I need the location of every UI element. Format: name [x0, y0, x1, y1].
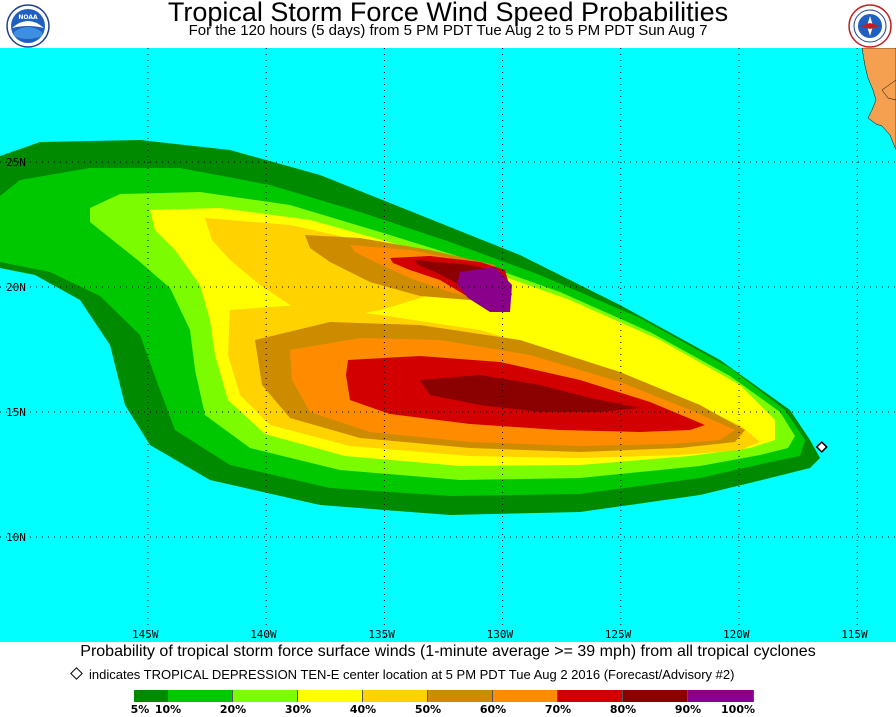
longitude-tick-label: 130W: [487, 628, 514, 641]
land-mainland-mexico: [881, 79, 896, 101]
legend-label: 30%: [284, 703, 312, 716]
storm-center-diamond: [815, 440, 828, 454]
legend-swatch: [233, 690, 298, 702]
longitude-tick-label: 120W: [723, 628, 750, 641]
probability-contour-80pct: [420, 375, 640, 412]
nws-logo-icon: [848, 4, 892, 48]
longitude-tick-label: 125W: [605, 628, 632, 641]
legend-label: 70%: [544, 703, 572, 716]
legend-swatch: [168, 690, 233, 702]
legend-label: 90%: [674, 703, 702, 716]
legend-label: 40%: [349, 703, 377, 716]
latitude-tick-label: 20N: [6, 281, 26, 294]
center-caption: indicates TROPICAL DEPRESSION TEN-E cent…: [89, 667, 735, 682]
storm-center-marker: [815, 440, 828, 454]
legend-swatch: [363, 690, 428, 702]
svg-text:NOAA: NOAA: [18, 14, 38, 21]
latitude-tick-label: 15N: [6, 406, 26, 419]
legend-label: 80%: [609, 703, 637, 716]
legend-label: 50%: [414, 703, 442, 716]
longitude-tick-label: 140W: [250, 628, 277, 641]
probability-contour-90pct: [457, 267, 512, 312]
legend-swatch: [558, 690, 623, 702]
center-caption-row: indicates TROPICAL DEPRESSION TEN-E cent…: [70, 667, 734, 683]
storm-center-diamond-icon: [70, 667, 83, 680]
legend-label: 100%: [721, 703, 755, 716]
axis-tick-labels: 145W 140W 135W 130W 125W 120W 115W 25N 20N 15N 10N: [6, 156, 868, 641]
probability-legend: [134, 690, 754, 702]
legend-swatch: [428, 690, 493, 702]
legend-label: 60%: [479, 703, 507, 716]
page-title: Tropical Storm Force Wind Speed Probabil…: [167, 0, 729, 27]
legend-swatch: [134, 690, 168, 702]
legend-label: 20%: [219, 703, 247, 716]
probability-map: 145W 140W 135W 130W 125W 120W 115W 25N 20N 15N 10N: [0, 48, 896, 642]
latitude-tick-label: 10N: [6, 531, 26, 544]
probability-contours: [0, 140, 820, 515]
legend-label: 5%: [130, 703, 150, 716]
legend-swatch: [493, 690, 558, 702]
page-subtitle: For the 120 hours (5 days) from 5 PM PDT…: [188, 22, 708, 39]
longitude-tick-label: 135W: [368, 628, 395, 641]
legend-label: 10%: [154, 703, 182, 716]
noaa-logo-icon: NOAA: [6, 4, 50, 48]
legend-swatch: [688, 690, 754, 702]
longitude-tick-label: 145W: [132, 628, 159, 641]
probability-caption: Probability of tropical storm force surf…: [80, 643, 816, 660]
header: NOAA Tropical Storm Force Wind Speed Pro…: [0, 0, 896, 48]
probability-legend-labels: 5% 10% 20% 30% 40% 50% 60% 70% 80% 90% 100%: [0, 703, 896, 717]
map-svg: 145W 140W 135W 130W 125W 120W 115W 25N 20N 15N 10N: [0, 48, 896, 642]
legend-swatch: [623, 690, 688, 702]
legend-swatch: [298, 690, 363, 702]
latitude-tick-label: 25N: [6, 156, 26, 169]
land-baja-california: [861, 48, 896, 151]
longitude-tick-label: 115W: [841, 628, 868, 641]
